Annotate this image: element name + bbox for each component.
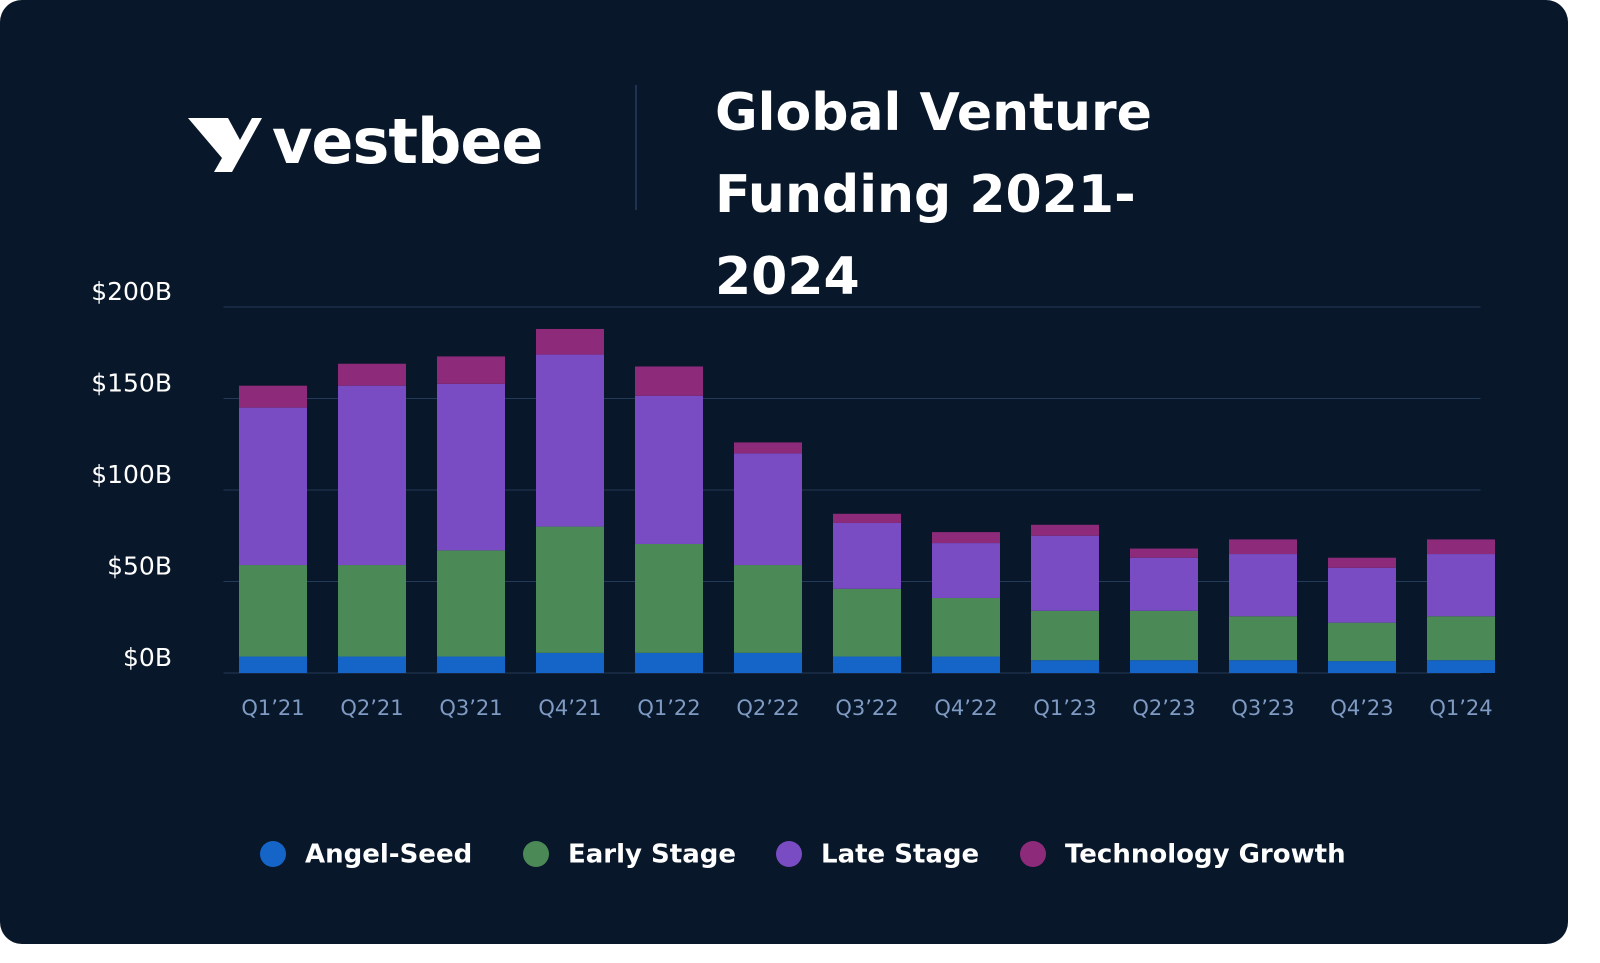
bar-segment [1130,660,1198,673]
bar-segment [338,385,406,566]
bar-segment [932,597,1000,657]
bar-segment [338,565,406,657]
x-tick-label: Q3’21 [439,696,502,720]
x-tick-label: Q4’22 [934,696,997,720]
bar-segment [734,652,802,673]
bar-segment [1031,535,1099,611]
bar-segment [437,550,505,657]
bar-segment [1130,610,1198,661]
bar-segment [1031,610,1099,661]
bar-segment [1328,622,1396,662]
bar-segment [239,565,307,657]
bar-segment [1229,539,1297,555]
bar-segment [833,656,901,673]
legend-label: Late Stage [821,840,979,870]
legend-swatch [776,841,802,867]
bar-segment [932,532,1000,544]
bar-segment [1031,524,1099,536]
bar-segment [536,354,604,527]
bar-segment [932,543,1000,598]
bar-segment [734,565,802,653]
chart-title: Global Venture Funding 2021-2024 [715,83,1152,307]
bar-segment [239,656,307,673]
logo: vestbee [272,105,543,178]
y-tick-label: $50B [107,552,172,581]
bar-segment [635,543,703,653]
bar-segment [536,328,604,355]
legend-swatch [260,841,286,867]
legend-label: Early Stage [568,840,736,870]
x-tick-label: Q1’24 [1429,696,1492,720]
bar-segment [635,652,703,673]
legend-label: Technology Growth [1065,840,1346,870]
y-tick-label: $100B [91,460,172,489]
bar-segment [437,383,505,551]
x-tick-label: Q1’21 [241,696,304,720]
bar-segment [1427,539,1495,555]
x-tick-label: Q1’23 [1033,696,1096,720]
bar-segment [1328,567,1396,623]
bar-segment [635,395,703,544]
bar-segment [833,513,901,523]
legend-swatch [1020,841,1046,867]
y-tick-label: $150B [91,369,172,398]
bar-segment [1427,616,1495,661]
card: $0B $50B $100B $150B $200B Q1’21 Q2’21 Q3’21 Q4’… [0,0,1568,944]
bar-segment [536,652,604,673]
bar-segment [338,363,406,386]
logo-mark [188,118,262,172]
legend-label: Angel-Seed [305,840,472,870]
bar-segment [833,522,901,589]
bar-segment [239,407,307,566]
bar-segment [1229,660,1297,673]
bar-segment [635,366,703,396]
bar-segment [734,453,802,566]
x-tick-label: Q3’22 [835,696,898,720]
bar-segment [833,588,901,657]
bar-segment [932,656,1000,673]
x-tick-label: Q4’23 [1330,696,1393,720]
bar-segment [1427,660,1495,673]
x-tick-label: Q2’23 [1132,696,1195,720]
x-tick-label: Q4’21 [538,696,601,720]
bar-segment [734,442,802,454]
bar-segment [1427,554,1495,617]
x-tick-label: Q2’22 [736,696,799,720]
bar-segment [437,656,505,673]
bar-segment [1229,616,1297,661]
y-tick-label: $200B [91,277,172,306]
bar-segment [1229,554,1297,617]
y-tick-label: $0B [123,643,172,672]
bar-segment [437,356,505,384]
bar-segment [239,385,307,408]
x-tick-label: Q3’23 [1231,696,1294,720]
bar-segment [1328,661,1396,673]
bar-segment [536,526,604,653]
x-tick-label: Q2’21 [340,696,403,720]
x-tick-label: Q1’22 [637,696,700,720]
bar-segment [1130,557,1198,611]
chart: $0B $50B $100B $150B $200B Q1’21 Q2’21 Q3’21 Q4’… [91,85,1495,870]
bar-segment [1328,557,1396,568]
bar-segment [1130,548,1198,558]
bar-segment [338,656,406,673]
bar-segment [1031,660,1099,673]
legend-swatch [523,841,549,867]
